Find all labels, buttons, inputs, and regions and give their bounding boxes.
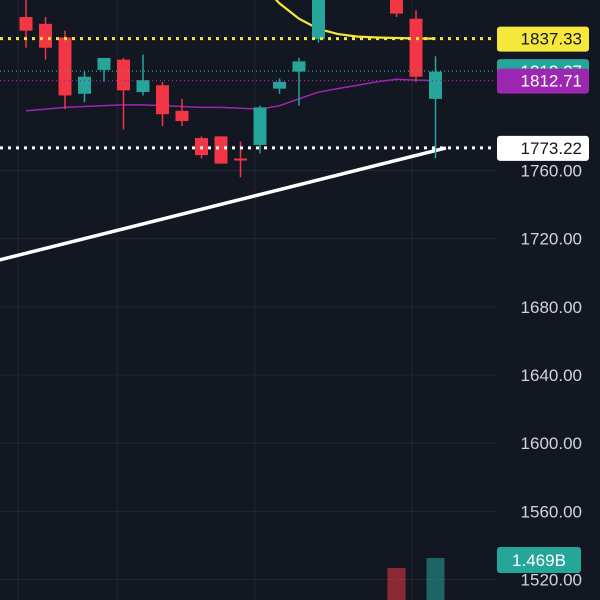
y-tick-label: 1520.00 xyxy=(521,571,582,590)
candle-body xyxy=(409,18,423,77)
price-tag xyxy=(497,26,589,52)
candle xyxy=(117,57,130,130)
candle-body xyxy=(58,37,72,96)
volume-tag-label: 1.469B xyxy=(512,551,566,570)
candle-body xyxy=(175,110,189,122)
candle xyxy=(39,17,52,60)
y-tick-label: 1640.00 xyxy=(521,366,582,385)
y-tick-label: 1600.00 xyxy=(521,434,582,453)
candle xyxy=(292,57,306,106)
candle-body xyxy=(312,0,325,40)
price-tag-label: 1773.22 xyxy=(521,139,582,158)
candle xyxy=(156,81,169,127)
candle xyxy=(253,105,267,154)
trendline xyxy=(0,146,447,262)
candle-body xyxy=(429,71,442,99)
volume-bar xyxy=(426,558,445,600)
y-tick-label: 1680.00 xyxy=(521,298,582,317)
y-tick-label: 1720.00 xyxy=(521,230,582,249)
moving-averages xyxy=(25,0,436,112)
y-axis: 1760.00 1720.00 1680.00 1640.00 1600.00 1560.… xyxy=(521,161,582,589)
candle-body xyxy=(39,23,52,48)
price-tag-label: 1837.33 xyxy=(521,30,582,49)
candle-body xyxy=(234,158,247,161)
candle-body xyxy=(390,0,403,14)
candles xyxy=(19,0,442,178)
candle xyxy=(429,56,442,159)
moving-average-line xyxy=(274,0,436,40)
candle-body xyxy=(292,61,306,72)
candle xyxy=(97,57,111,82)
candle xyxy=(409,10,423,82)
candle-body xyxy=(156,85,169,115)
candle-body xyxy=(117,59,130,91)
candle-body xyxy=(97,57,111,70)
candle xyxy=(136,54,150,96)
trendline-layer xyxy=(0,146,447,262)
price-tag-label: 1812.71 xyxy=(521,72,582,91)
candle xyxy=(175,98,189,127)
candle xyxy=(78,71,91,103)
moving-average-line xyxy=(25,78,436,112)
volume-tag xyxy=(497,547,581,573)
y-tick-label: 1760.00 xyxy=(521,161,582,180)
candle-body xyxy=(214,136,228,164)
candle xyxy=(312,0,325,43)
price-tag xyxy=(497,135,589,161)
candle-body xyxy=(19,17,33,31)
volume-bar xyxy=(387,568,406,600)
price-tag xyxy=(497,68,589,94)
candle xyxy=(214,136,228,164)
volume-bars xyxy=(387,558,445,600)
candle xyxy=(19,0,33,48)
candle-body xyxy=(253,107,267,145)
candle-body xyxy=(273,81,286,89)
candle-body xyxy=(136,80,150,93)
grid xyxy=(0,0,496,600)
candle xyxy=(390,0,403,18)
price-lines xyxy=(0,37,496,150)
candle-body xyxy=(78,76,91,94)
y-tick-label: 1560.00 xyxy=(521,502,582,521)
candle xyxy=(273,78,286,94)
